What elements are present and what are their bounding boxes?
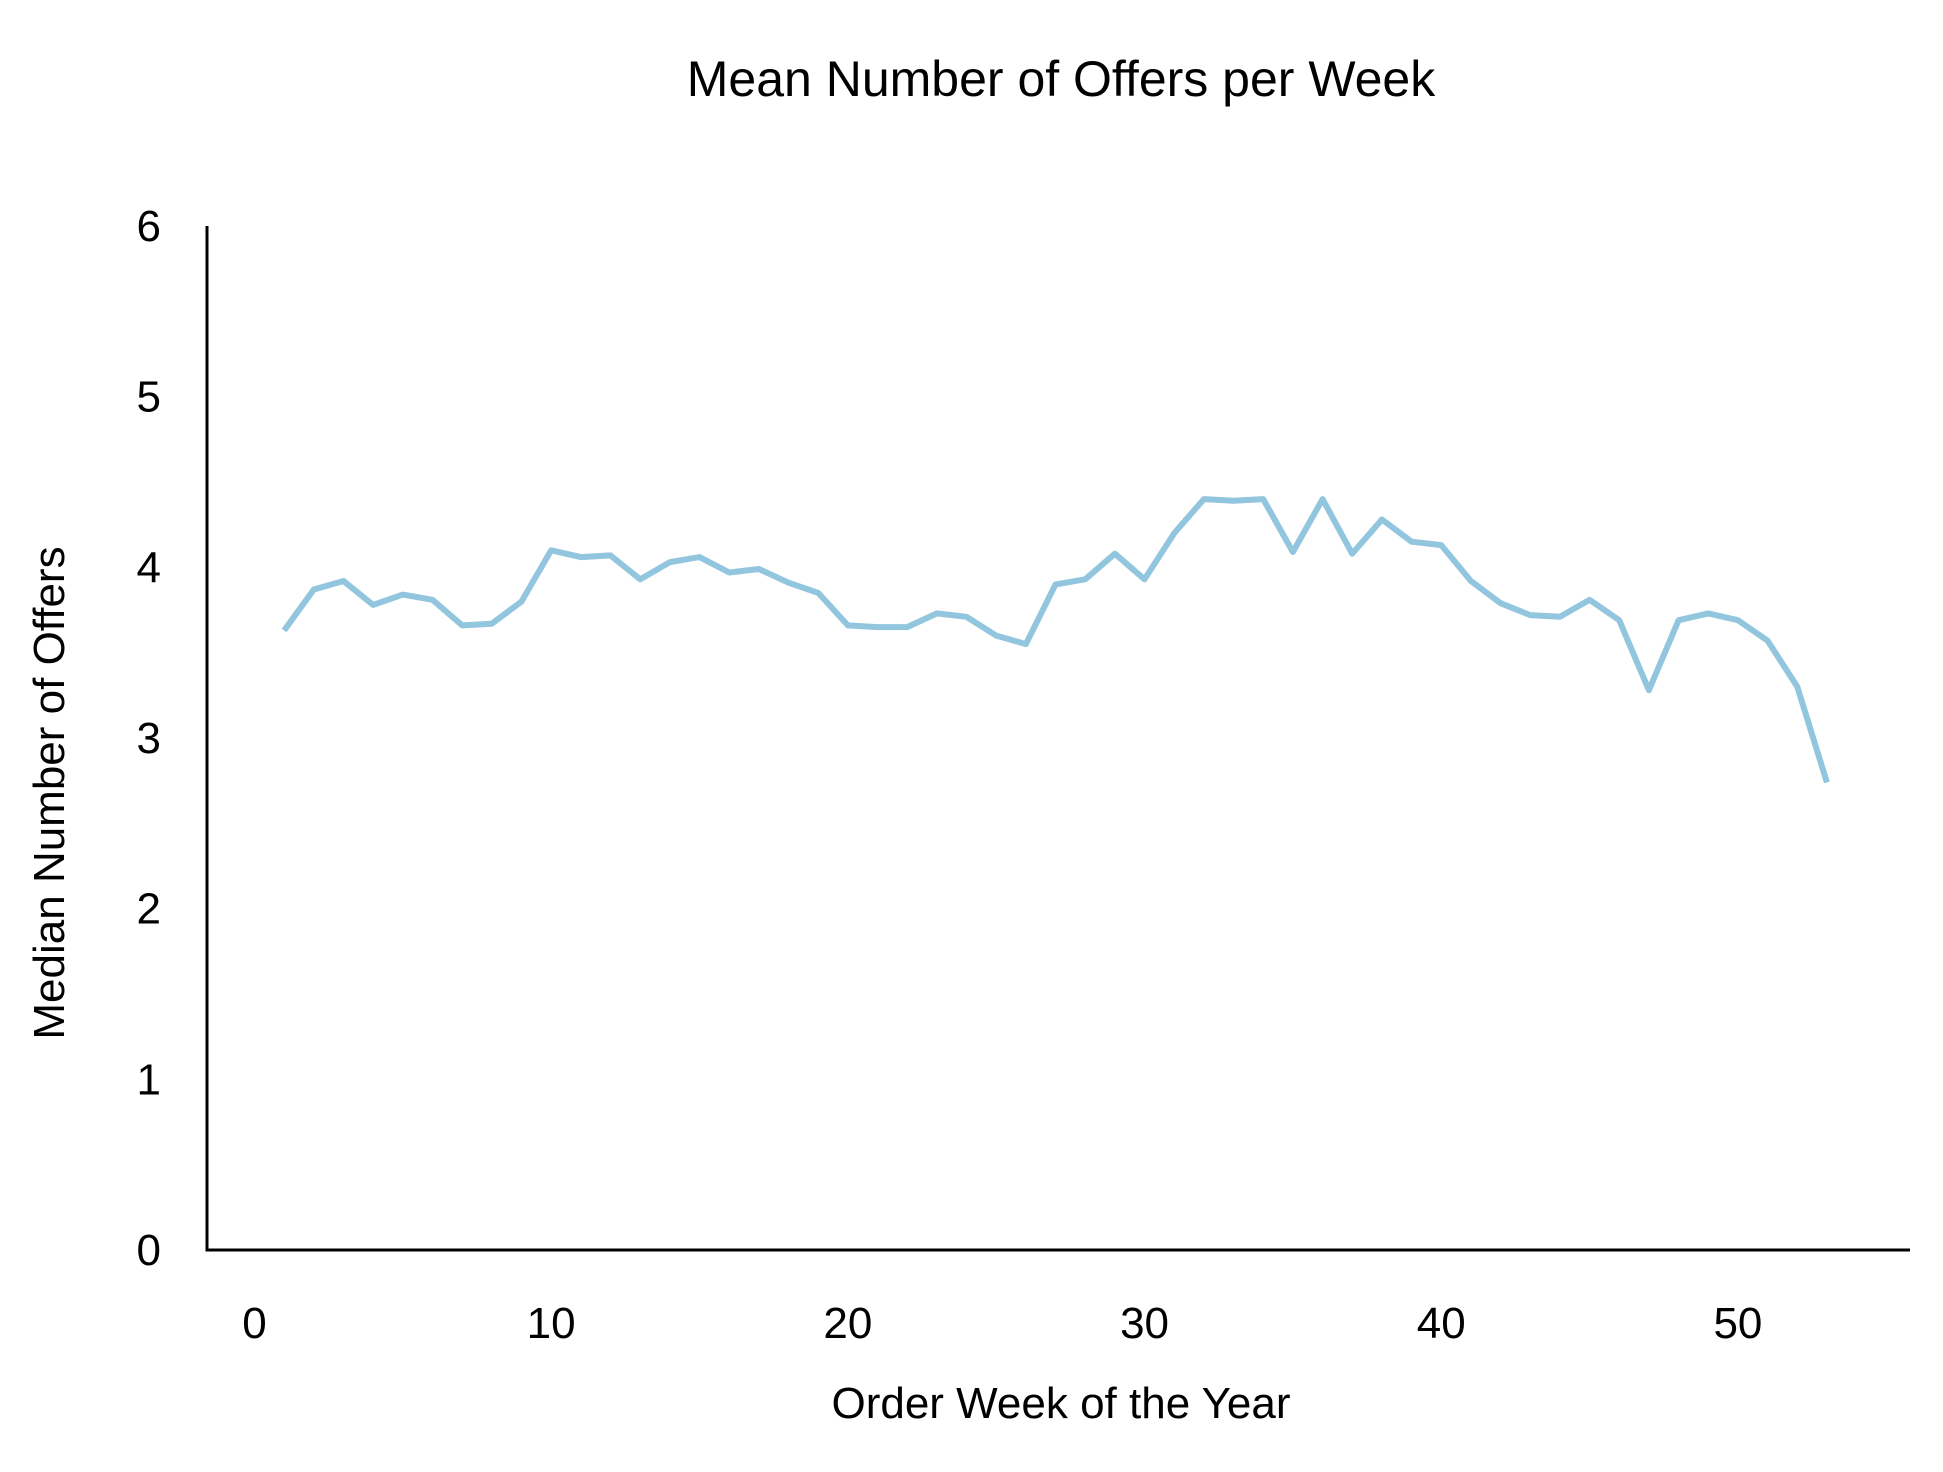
x-tick-label: 40 bbox=[1417, 1299, 1466, 1348]
y-tick-label: 4 bbox=[137, 543, 161, 592]
x-axis-label: Order Week of the Year bbox=[831, 1379, 1290, 1428]
y-tick-label: 2 bbox=[137, 885, 161, 934]
x-tick-label: 20 bbox=[823, 1299, 872, 1348]
y-axis-label: Median Number of Offers bbox=[25, 546, 74, 1039]
x-tick-label: 10 bbox=[527, 1299, 576, 1348]
y-tick-label: 0 bbox=[137, 1226, 161, 1275]
x-tick-label: 0 bbox=[242, 1299, 266, 1348]
chart-title: Mean Number of Offers per Week bbox=[687, 51, 1436, 107]
y-axis-ticks: 0 1 2 3 4 5 6 bbox=[137, 202, 161, 1275]
y-tick-label: 5 bbox=[137, 373, 161, 422]
series-line bbox=[281, 496, 1830, 784]
y-tick-label: 1 bbox=[137, 1055, 161, 1104]
x-tick-label: 50 bbox=[1713, 1299, 1762, 1348]
x-tick-label: 30 bbox=[1120, 1299, 1169, 1348]
y-tick-label: 3 bbox=[137, 714, 161, 763]
y-tick-label: 6 bbox=[137, 202, 161, 251]
x-axis-ticks: 0 10 20 30 40 50 bbox=[242, 1299, 1762, 1348]
